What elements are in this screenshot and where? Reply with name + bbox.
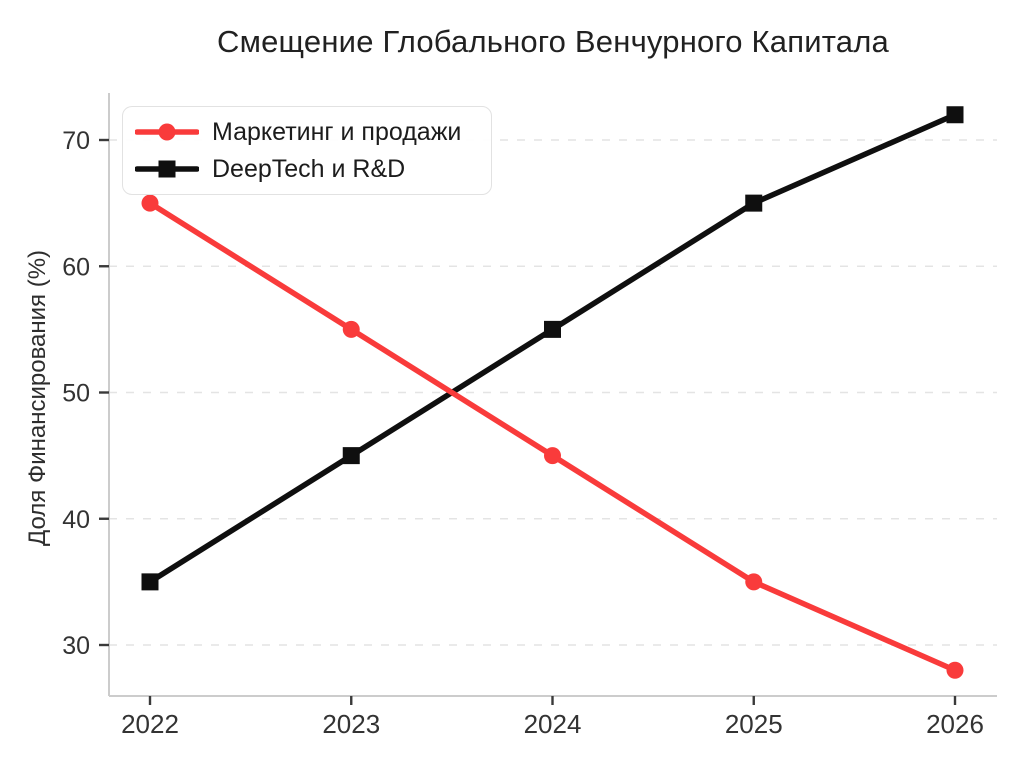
marker-marketing-sales-2022 xyxy=(141,194,159,212)
chart-title: Смещение Глобального Венчурного Капитала xyxy=(217,24,889,59)
marker-marketing-sales-2024 xyxy=(544,447,561,465)
legend-item-marketing-sales: Маркетинг и продажи xyxy=(135,116,461,148)
x-tick-label-2022: 2022 xyxy=(121,709,179,739)
marker-deeptech-rd-2022 xyxy=(141,573,159,591)
y-tick-label-60: 60 xyxy=(62,253,90,281)
x-tick-label-2025: 2025 xyxy=(725,709,783,739)
legend-label: Маркетинг и продажи xyxy=(212,117,462,146)
legend-marker-square-icon xyxy=(135,160,199,178)
marker-marketing-sales-2026 xyxy=(946,661,964,679)
x-tick-label-2026: 2026 xyxy=(926,709,984,739)
legend: Маркетинг и продажи DeepTech и R&D xyxy=(122,106,493,195)
marker-marketing-sales-2023 xyxy=(342,320,360,338)
legend-label: DeepTech и R&D xyxy=(212,154,406,183)
x-tick-label-2024: 2024 xyxy=(524,709,582,739)
y-tick-label-40: 40 xyxy=(62,506,90,534)
series-line-marketing-sales xyxy=(147,200,958,673)
marker-deeptech-rd-2024 xyxy=(544,320,561,338)
marker-marketing-sales-2025 xyxy=(745,573,763,591)
marker-deeptech-rd-2025 xyxy=(745,194,763,212)
legend-marker-circle-icon xyxy=(135,123,199,141)
y-tick-label-30: 30 xyxy=(62,632,90,660)
y-tick-label-50: 50 xyxy=(62,380,90,408)
marker-deeptech-rd-2026 xyxy=(946,106,964,124)
y-tick-label-70: 70 xyxy=(62,127,90,155)
y-axis-label: Доля Финансирования (%) xyxy=(24,249,51,547)
marker-deeptech-rd-2023 xyxy=(342,447,360,465)
legend-item-deeptech-rd: DeepTech и R&D xyxy=(135,153,461,185)
x-tick-label-2023: 2023 xyxy=(322,709,380,739)
